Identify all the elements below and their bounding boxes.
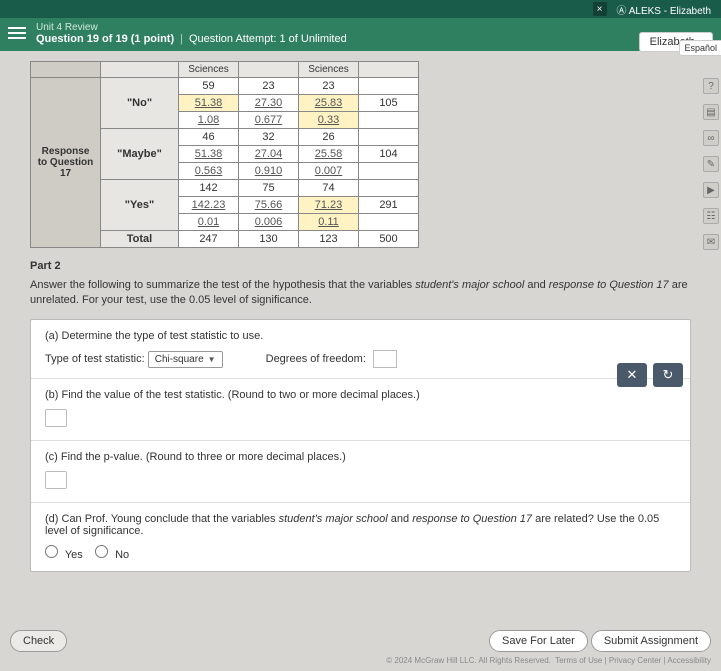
cell: 51.38	[179, 95, 239, 112]
col-header	[359, 62, 419, 78]
cell	[359, 78, 419, 95]
cell: 51.38	[179, 146, 239, 163]
stat-type-label: Type of test statistic:	[45, 353, 145, 365]
qc-text: (c) Find the p-value. (Round to three or…	[45, 451, 676, 463]
col-header	[239, 62, 299, 78]
contingency-table: Sciences Sciences Response to Question 17"…	[30, 61, 419, 248]
cell: 123	[299, 231, 359, 248]
question-header: Unit 4 Review Question 19 of 19 (1 point…	[0, 18, 721, 51]
check-button[interactable]: Check	[10, 630, 67, 652]
cell: 32	[239, 129, 299, 146]
col-header: Sciences	[299, 62, 359, 78]
cell: 59	[179, 78, 239, 95]
cell	[359, 214, 419, 231]
question-b: (b) Find the value of the test statistic…	[31, 379, 690, 441]
window-close-icon[interactable]: ×	[593, 2, 607, 16]
cell: 0.007	[299, 163, 359, 180]
submit-assignment-button[interactable]: Submit Assignment	[591, 630, 711, 652]
cell: 27.30	[239, 95, 299, 112]
cell: 142	[179, 180, 239, 197]
part2-title: Part 2	[30, 260, 691, 272]
cell: 0.01	[179, 214, 239, 231]
cell: 500	[359, 231, 419, 248]
cell: 142.23	[179, 197, 239, 214]
cell	[359, 129, 419, 146]
cell: 75	[239, 180, 299, 197]
row-corner	[101, 62, 179, 78]
unit-title: Unit 4 Review	[36, 22, 711, 33]
row-label-total: Total	[101, 231, 179, 248]
row-label: "Yes"	[101, 180, 179, 231]
cell: 26	[299, 129, 359, 146]
cell	[359, 112, 419, 129]
cell: 46	[179, 129, 239, 146]
cell	[359, 180, 419, 197]
answer-panel: (a) Determine the type of test statistic…	[30, 319, 691, 572]
stat-type-dropdown[interactable]: Chi-square▼	[148, 351, 223, 368]
test-statistic-input[interactable]	[45, 409, 67, 427]
question-c: (c) Find the p-value. (Round to three or…	[31, 441, 690, 503]
terms-link[interactable]: Terms of Use	[555, 656, 602, 665]
cell: 23	[239, 78, 299, 95]
col-header: Sciences	[179, 62, 239, 78]
cell: 23	[299, 78, 359, 95]
attempt-label: Question Attempt: 1 of Unlimited	[189, 33, 347, 45]
menu-icon[interactable]	[8, 24, 26, 42]
cell: 104	[359, 146, 419, 163]
cell: 0.33	[299, 112, 359, 129]
radio-yes[interactable]: Yes	[45, 549, 83, 561]
cell: 0.006	[239, 214, 299, 231]
brand-label: Ⓐ ALEKS - Elizabeth	[617, 2, 712, 17]
row-label: "No"	[101, 78, 179, 129]
table-stub: Response to Question 17	[31, 78, 101, 248]
part2-prompt: Answer the following to summarize the te…	[30, 278, 691, 309]
cell: 25.58	[299, 146, 359, 163]
cell: 247	[179, 231, 239, 248]
qa-text: (a) Determine the type of test statistic…	[45, 330, 676, 342]
cell: 130	[239, 231, 299, 248]
question-d: (d) Can Prof. Young conclude that the va…	[31, 503, 690, 571]
cell: 1.08	[179, 112, 239, 129]
cell: 25.83	[299, 95, 359, 112]
qb-text: (b) Find the value of the test statistic…	[45, 389, 676, 401]
cell: 0.910	[239, 163, 299, 180]
cell: 75.66	[239, 197, 299, 214]
cell: 0.677	[239, 112, 299, 129]
accessibility-link[interactable]: Accessibility	[667, 656, 711, 665]
pvalue-input[interactable]	[45, 471, 67, 489]
cell: 0.11	[299, 214, 359, 231]
cell	[359, 163, 419, 180]
chevron-down-icon: ▼	[208, 355, 216, 364]
separator: |	[180, 33, 183, 45]
legal-footer: © 2024 McGraw Hill LLC. All Rights Reser…	[10, 656, 711, 665]
dof-label: Degrees of freedom:	[266, 353, 366, 365]
cell: 105	[359, 95, 419, 112]
cell: 74	[299, 180, 359, 197]
dof-input[interactable]	[373, 350, 397, 368]
radio-no[interactable]: No	[95, 549, 129, 561]
clear-button[interactable]: ✕	[617, 363, 647, 387]
save-for-later-button[interactable]: Save For Later	[489, 630, 588, 652]
row-label: "Maybe"	[101, 129, 179, 180]
cell: 27.04	[239, 146, 299, 163]
cell: 291	[359, 197, 419, 214]
stub-corner	[31, 62, 101, 78]
qd-text: (d) Can Prof. Young conclude that the va…	[45, 513, 676, 537]
question-number: Question 19 of 19 (1 point)	[36, 33, 174, 45]
cell: 71.23	[299, 197, 359, 214]
question-a: (a) Determine the type of test statistic…	[31, 320, 690, 379]
cell: 0.563	[179, 163, 239, 180]
reset-button[interactable]: ↻	[653, 363, 683, 387]
privacy-link[interactable]: Privacy Center	[609, 656, 661, 665]
